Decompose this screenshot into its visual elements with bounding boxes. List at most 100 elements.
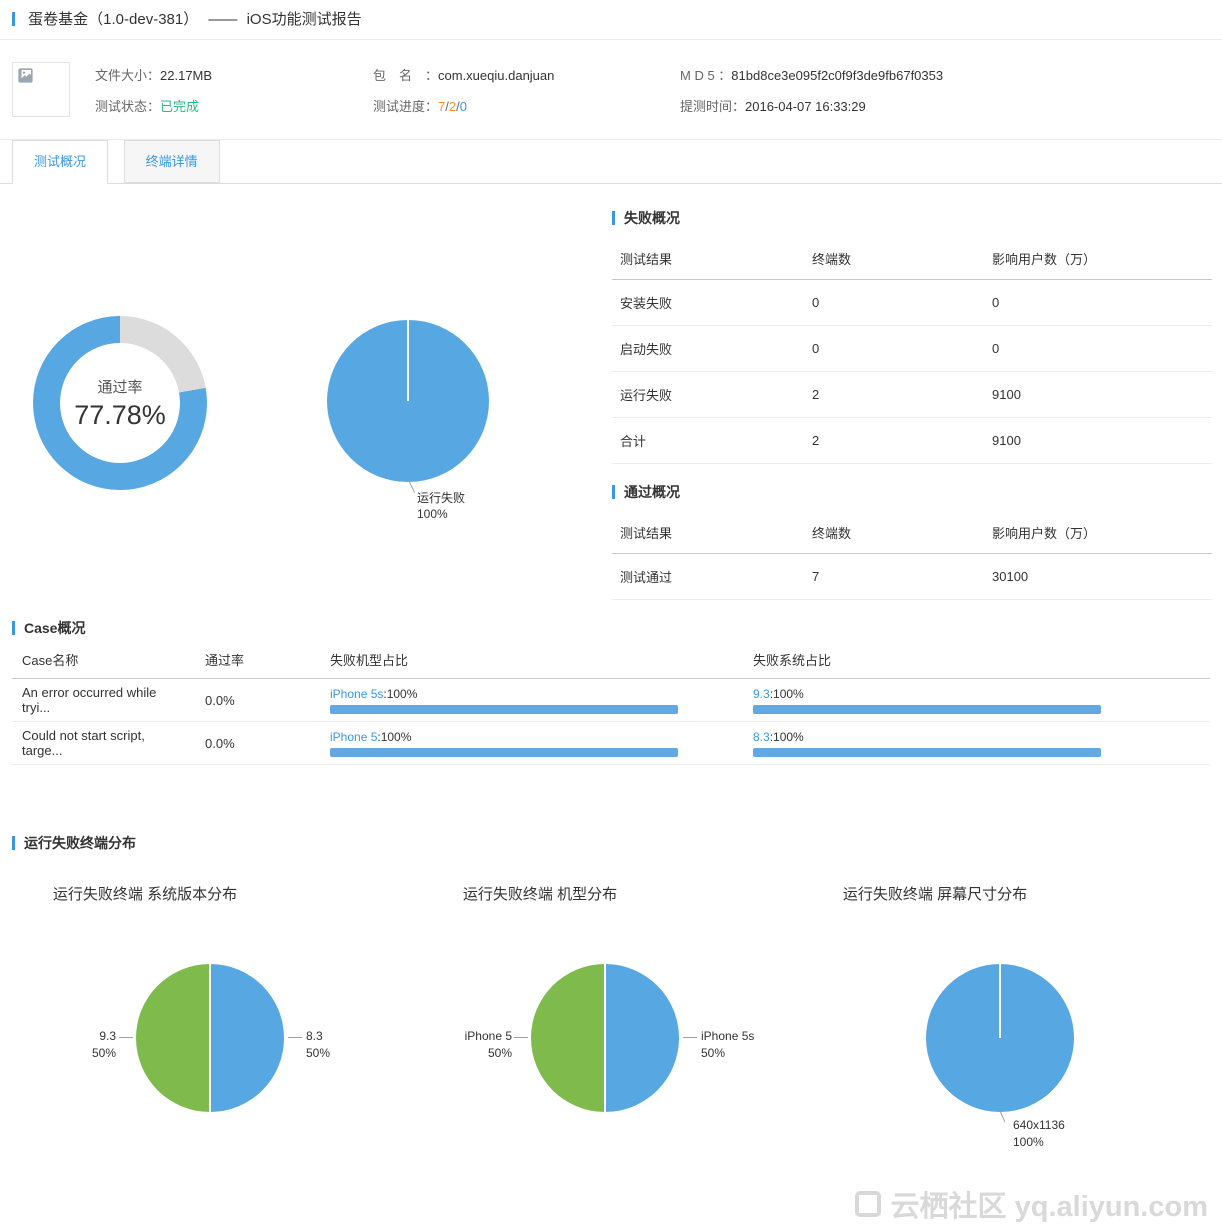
os-dist-title: 运行失败终端 系统版本分布 xyxy=(52,886,238,903)
pass-rate-value: 77.78% xyxy=(74,399,166,430)
cell-fail-model: iPhone 5s:100% xyxy=(320,678,743,722)
file-size-row: 文件大小：22.17MB xyxy=(95,68,212,84)
table-row: 测试通过 7 30100 xyxy=(612,553,1212,600)
cell-affected-users: 0 xyxy=(984,325,1212,372)
callout-line xyxy=(288,1037,302,1038)
tab-terminal-detail[interactable]: 终端详情 xyxy=(123,140,220,183)
pass-overview-table: 测试结果 终端数 影响用户数（万） 测试通过 7 30100 xyxy=(612,512,1212,600)
panel-title-text: 失败概况 xyxy=(624,210,680,226)
submit-time-row: 提测时间：2016-04-07 16:33:29 xyxy=(680,99,943,115)
slice-name: 640x1136 xyxy=(1013,1118,1065,1132)
test-status-row: 测试状态：已完成 xyxy=(95,99,212,115)
cell-terminal-count: 2 xyxy=(804,417,984,464)
accent-bar xyxy=(12,621,15,635)
cell-result-name: 启动失败 xyxy=(612,325,804,372)
bar-label: iPhone 5:100% xyxy=(330,730,733,744)
md5-value: 81bd8ce3e095f2c0f9f3de9fb67f0353 xyxy=(731,68,944,83)
watermark-text: 云栖社区 yq.aliyun.com xyxy=(890,1191,1208,1223)
info-column-middle: 包 名 ：com.xueqiu.danjuan 测试进度：7/2/0 xyxy=(373,68,554,130)
overview-tables: 失败概况 测试结果 终端数 影响用户数（万） 安装失败 0 0 xyxy=(612,208,1212,600)
pass-rate-donut-chart[interactable]: 通过率 77.78% xyxy=(33,316,207,490)
progress-separator: / xyxy=(445,99,449,114)
callout-line xyxy=(119,1037,133,1038)
callout-line xyxy=(514,1037,528,1038)
package-row: 包 名 ：com.xueqiu.danjuan xyxy=(373,68,554,84)
accent-bar xyxy=(612,211,615,225)
table-row: 合计 2 9100 xyxy=(612,417,1212,464)
slice-percent: 50% xyxy=(487,1046,512,1060)
bar-track xyxy=(330,705,678,714)
slice-divider-line xyxy=(604,964,606,1112)
watermark: 云栖社区 yq.aliyun.com xyxy=(854,1183,1208,1225)
file-size-value: 22.17MB xyxy=(160,68,213,83)
col-case-name: Case名称 xyxy=(12,642,195,679)
callout-line xyxy=(683,1037,697,1038)
panel-title-text: 通过概况 xyxy=(624,484,680,500)
cell-fail-model: iPhone 5:100% xyxy=(320,721,743,765)
file-size-label: 文件大小： xyxy=(95,68,161,83)
system-name: 9.3 xyxy=(753,687,770,701)
broken-image-icon xyxy=(18,68,33,83)
package-label: 包 名 ： xyxy=(373,68,439,83)
col-affected-users: 影响用户数（万） xyxy=(984,238,1212,280)
bar-label: 9.3:100% xyxy=(753,687,1200,701)
cell-result-name: 运行失败 xyxy=(612,371,804,418)
cell-case-name: An error occurred while tryi... xyxy=(12,678,195,722)
table-row: 安装失败 0 0 xyxy=(612,279,1212,326)
run-fail-callout: 运行失败 100% xyxy=(417,490,465,522)
system-percent: :100% xyxy=(769,730,804,744)
table-header-row: 测试结果 终端数 影响用户数（万） xyxy=(612,238,1212,280)
col-fail-model-ratio: 失败机型占比 xyxy=(320,642,743,679)
watermark-logo-icon xyxy=(854,1191,881,1217)
cell-affected-users: 9100 xyxy=(984,417,1212,464)
model-dist-title: 运行失败终端 机型分布 xyxy=(462,886,618,903)
progress-separator: / xyxy=(456,99,460,114)
pass-rate-label: 通过率 xyxy=(97,378,143,396)
progress-pending-count: 0 xyxy=(459,99,467,114)
model-dist-pie-chart[interactable] xyxy=(531,964,679,1112)
slice-divider-line xyxy=(407,320,409,401)
table-row: 运行失败 2 9100 xyxy=(612,371,1212,418)
app-info-section: 文件大小：22.17MB 测试状态：已完成 包 名 ：com.xueqiu.da… xyxy=(0,41,1222,140)
slice-name: 9.3 xyxy=(99,1029,116,1043)
run-fail-pie-chart[interactable] xyxy=(327,320,489,482)
cell-result-name: 测试通过 xyxy=(612,553,804,600)
failure-overview-title: 失败概况 xyxy=(612,208,1212,228)
report-title: iOS功能测试报告 xyxy=(246,11,362,28)
progress-row: 测试进度：7/2/0 xyxy=(373,99,554,115)
donut-center: 通过率 77.78% xyxy=(60,343,180,463)
cell-affected-users: 9100 xyxy=(984,371,1212,418)
os-dist-pie-chart[interactable] xyxy=(136,964,284,1112)
package-value: com.xueqiu.danjuan xyxy=(438,68,555,83)
tab-test-overview[interactable]: 测试概况 xyxy=(12,140,109,184)
col-terminal-count: 终端数 xyxy=(804,238,984,280)
section-title-text: Case概况 xyxy=(24,620,86,636)
fail-distribution-section: 运行失败终端分布 运行失败终端 系统版本分布 运行失败终端 机型分布 运行失败终… xyxy=(0,825,1222,1175)
app-icon-placeholder xyxy=(12,62,70,117)
progress-pass-count: 7 xyxy=(438,99,446,114)
callout-percent: 100% xyxy=(417,507,448,521)
cell-result-name: 合计 xyxy=(612,417,804,464)
test-status-value: 已完成 xyxy=(160,99,200,114)
failure-overview-table: 测试结果 终端数 影响用户数（万） 安装失败 0 0 启动失败 0 0 xyxy=(612,238,1212,464)
case-row: Could not start script, targe... 0.0% iP… xyxy=(12,721,1210,765)
model-ratio-bar xyxy=(330,748,678,757)
slice-name: 8.3 xyxy=(306,1029,323,1043)
md5-label: M D 5 ： xyxy=(680,68,732,83)
model-left-slice-label: iPhone 5 50% xyxy=(408,1028,512,1062)
cell-affected-users: 0 xyxy=(984,279,1212,326)
screen-dist-title: 运行失败终端 屏幕尺寸分布 xyxy=(842,886,1028,903)
app-name: 蛋卷基金（1.0-dev-381） xyxy=(28,11,199,28)
system-ratio-bar xyxy=(753,748,1101,757)
accent-bar xyxy=(12,12,15,26)
info-column-left: 文件大小：22.17MB 测试状态：已完成 xyxy=(95,68,212,130)
test-status-label: 测试状态： xyxy=(95,99,161,114)
progress-fail-count: 2 xyxy=(448,99,457,114)
system-name: 8.3 xyxy=(753,730,770,744)
slice-divider-line xyxy=(209,964,211,1112)
callout-line xyxy=(1000,1111,1006,1123)
pass-overview-title: 通过概况 xyxy=(612,482,1212,502)
screen-dist-pie-chart[interactable] xyxy=(926,964,1074,1112)
model-percent: :100% xyxy=(383,687,418,701)
